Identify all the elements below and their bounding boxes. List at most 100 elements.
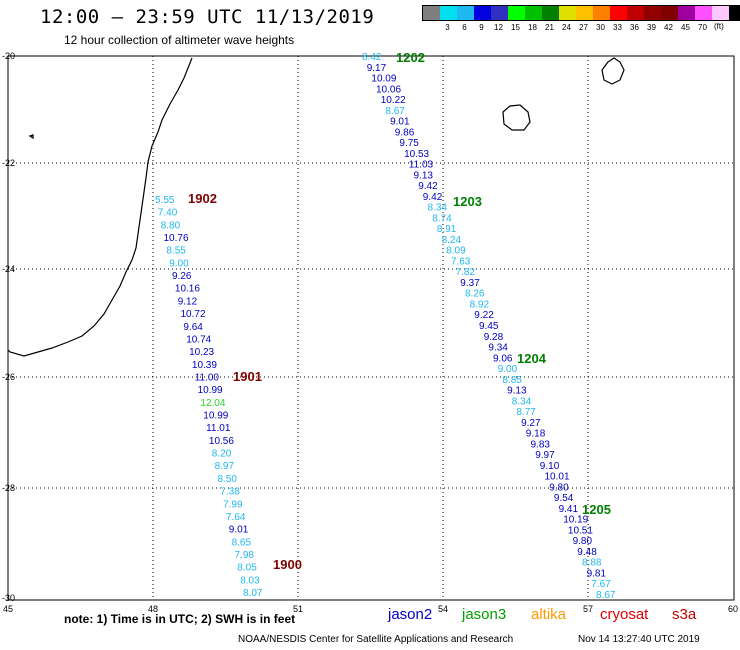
wave-height-value: 9.34	[488, 343, 508, 354]
time-labels: 1202 1203 1204 1205 1902 1901 1900	[188, 50, 611, 572]
legend-swatch	[695, 6, 712, 20]
wave-height-value: 9.80	[573, 536, 593, 547]
legend-label: 24	[562, 23, 571, 32]
color-legend: 3 6 9 12 15 18 21 24 27 30 33 36 39 42 45 70 (ft)	[422, 5, 740, 32]
satellite-legend-item: altika	[531, 606, 567, 623]
map-grid	[8, 56, 734, 600]
satellite-legend-item: cryosat	[600, 606, 649, 623]
legend-swatches	[422, 5, 740, 21]
longitude-tick-label: 54	[438, 604, 448, 614]
wave-height-value: 8.05	[237, 563, 257, 574]
wave-height-value: 8.97	[215, 461, 235, 472]
wave-height-value: 9.54	[554, 493, 574, 504]
legend-swatch	[678, 6, 695, 20]
track-time-label: 1901	[233, 369, 262, 384]
mauritius-island	[601, 57, 625, 85]
wave-height-value: 8.50	[218, 474, 238, 485]
track-time-label: 1205	[582, 502, 611, 517]
wave-height-value: 9.28	[484, 332, 504, 343]
legend-swatch	[542, 6, 559, 20]
latitude-tick-label: -20	[2, 51, 15, 61]
reunion-island	[502, 104, 531, 131]
legend-label: 30	[596, 23, 605, 32]
legend-label: 15	[511, 23, 520, 32]
wave-height-value: 7.64	[226, 512, 246, 523]
legend-swatch	[491, 6, 508, 20]
wave-height-value: 9.75	[399, 138, 419, 149]
legend-unit: (ft)	[714, 22, 724, 31]
legend-swatch	[457, 6, 474, 20]
wave-height-value: 8.67	[385, 106, 405, 117]
satellite-legend-item: jason3	[462, 606, 507, 623]
longitude-tick-label: 45	[3, 604, 13, 614]
wave-height-value: 9.26	[172, 271, 192, 282]
wave-height-value: 10.74	[186, 335, 211, 346]
legend-label: 21	[545, 23, 554, 32]
legend-label: 18	[528, 23, 537, 32]
wave-height-value: 8.34	[428, 203, 448, 214]
wave-height-value: 11.00	[195, 373, 220, 384]
wave-height-value: 7.40	[158, 208, 178, 219]
legend-swatch	[627, 6, 644, 20]
latitude-tick-label: -30	[2, 593, 15, 603]
legend-swatch	[525, 6, 542, 20]
wave-height-value: 8.67	[596, 590, 616, 601]
wave-height-value: 10.23	[189, 347, 214, 358]
track-time-label: 1202	[396, 50, 425, 65]
wave-height-value: 8.07	[243, 588, 263, 599]
wave-height-value: 8.20	[212, 449, 232, 460]
wave-height-value: 8.92	[470, 300, 490, 311]
legend-label: 45	[681, 23, 690, 32]
wave-height-value: 11.03	[409, 160, 434, 171]
wave-height-value: 9.80	[549, 482, 569, 493]
wave-height-value: 10.39	[192, 360, 217, 371]
latitude-tick-label: -26	[2, 372, 15, 382]
altimeter-track-west: 5.55 7.408.80 10.76 8.559.00 9.26 10.169.12 10…	[155, 195, 263, 599]
wave-height-value: 10.99	[198, 385, 223, 396]
map-title: 12:00 — 23:59 UTC 11/13/2019	[40, 6, 375, 28]
wave-height-value: 9.81	[587, 569, 607, 580]
wave-height-value: 9.01	[390, 117, 410, 128]
wave-height-value: 9.45	[479, 321, 499, 332]
wave-height-value: 9.48	[577, 547, 597, 558]
wave-height-value: 9.42	[423, 192, 443, 203]
wave-height-value: 10.56	[209, 436, 234, 447]
wave-height-value: 8.85	[502, 375, 522, 386]
wave-height-value: 5.55	[155, 195, 175, 206]
wave-height-value: 9.00	[498, 364, 518, 375]
wave-height-value: 9.13	[507, 386, 527, 397]
latitude-tick-label: -24	[2, 264, 15, 274]
wave-height-value: 7.67	[591, 579, 611, 590]
map-subtitle: 12 hour collection of altimeter wave hei…	[64, 33, 295, 47]
legend-swatch	[661, 6, 678, 20]
wave-height-value: 10.72	[181, 309, 206, 320]
legend-swatch	[440, 6, 457, 20]
legend-label: 42	[664, 23, 673, 32]
wave-height-value: 7.38	[220, 487, 240, 498]
latitude-tick-label: -28	[2, 483, 15, 493]
wave-height-value: 9.83	[531, 439, 551, 450]
wave-height-value: 8.34	[512, 396, 532, 407]
track-time-label: 1203	[453, 194, 482, 209]
wave-height-value: 9.18	[526, 429, 546, 440]
legend-label: 36	[630, 23, 639, 32]
legend-swatch	[610, 6, 627, 20]
wave-height-value: 8.24	[442, 235, 462, 246]
wave-height-value: 8.09	[446, 246, 466, 257]
wave-height-value: 9.00	[169, 258, 189, 269]
wave-height-value: 8.91	[437, 224, 457, 235]
axis-tick-labels: 45 48 51 54 57 60 -20 -22 -24 -26 -28 -30	[2, 51, 738, 614]
wave-height-value: 9.97	[535, 450, 555, 461]
wave-height-value: 9.37	[460, 278, 480, 289]
wave-height-value: 8.55	[166, 246, 186, 257]
wave-height-value: 10.51	[568, 525, 593, 536]
wave-height-value: 7.82	[456, 267, 476, 278]
wave-height-value: 8.77	[516, 407, 536, 418]
altimeter-track-east: 8.429.1710.0910.0610.228.679.019.869.751…	[362, 52, 616, 601]
wave-height-value: 12.04	[200, 398, 225, 409]
wave-height-value: 9.12	[178, 296, 198, 307]
wave-height-value: 8.80	[161, 220, 181, 231]
longitude-tick-label: 48	[148, 604, 158, 614]
legend-label: 6	[462, 23, 467, 32]
